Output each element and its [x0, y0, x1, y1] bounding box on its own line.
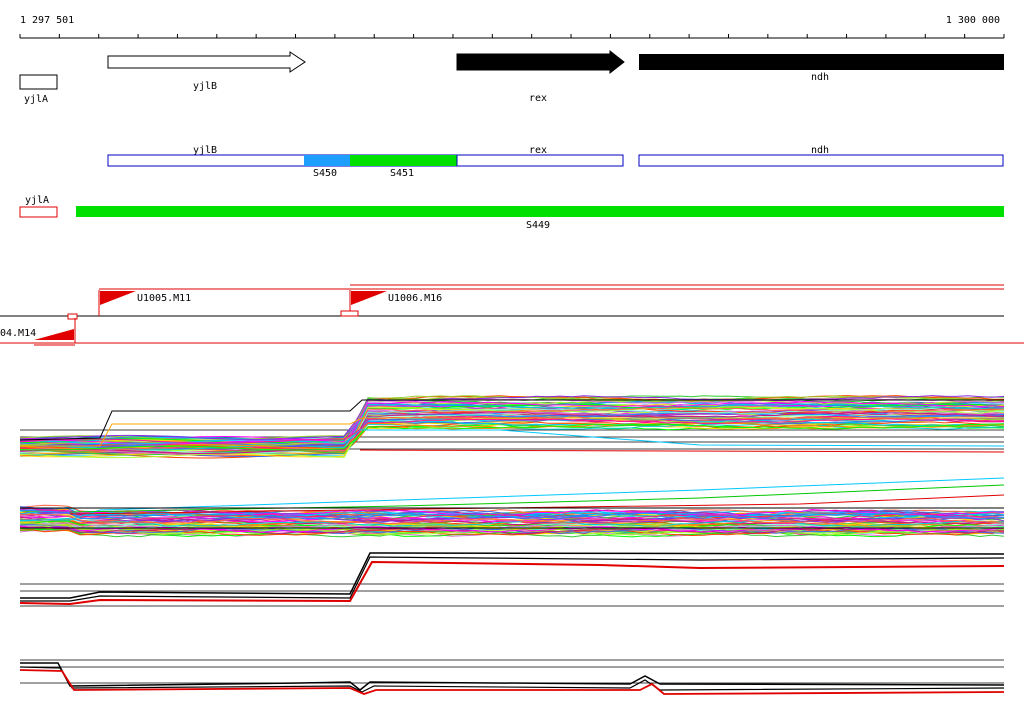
expression-series-line — [19, 407, 1005, 454]
expression-profile-track-2 — [19, 477, 1005, 538]
expression-series-line — [19, 422, 1005, 450]
promoter-m14-marker — [67, 313, 78, 320]
ruler-ticks — [19, 34, 1005, 38]
gene-yjlb-arrow[interactable] — [107, 51, 306, 73]
coordinate-ruler: 1 297 501 1 300 000 — [19, 15, 1005, 39]
gene-ndh-bar[interactable] — [639, 54, 1004, 70]
expression-series-line — [19, 529, 1005, 537]
gene-annotation-track: yjlA yjlB rex ndh — [19, 49, 1004, 105]
gene-rex-label: rex — [529, 93, 547, 104]
segment-box-yjlb-label: yjlB — [193, 145, 217, 156]
segment-box-rex-label: rex — [529, 145, 547, 156]
expression-series-line — [359, 449, 1005, 453]
ruler-start-label: 1 297 501 — [20, 15, 74, 26]
segment-box-ndh-label: ndh — [811, 145, 829, 156]
expression-series-line — [19, 403, 1005, 444]
segment-track: yjlB S450 S451 rex ndh — [107, 145, 1004, 179]
expression-series-line — [20, 417, 1004, 447]
expression-series-line — [19, 527, 1005, 538]
expression-series-line — [360, 429, 1005, 447]
expression-series-line — [19, 669, 1005, 695]
expression-series-line — [19, 509, 1005, 520]
expression-series-line — [19, 411, 1004, 455]
gene-yjla-box[interactable] — [19, 74, 58, 90]
expression-series-line — [19, 406, 1005, 452]
expression-series-line — [19, 417, 1005, 444]
segment-s451-highlight[interactable] — [350, 155, 457, 166]
promoter-u1006-label: U1006.M16 — [388, 293, 442, 304]
segment-box-rex[interactable] — [456, 154, 624, 167]
promoter-u1005-label: U1005.M11 — [137, 293, 191, 304]
expression-series-line — [20, 552, 1005, 599]
expression-series-line — [19, 526, 1004, 535]
expression-profile-track-1 — [19, 395, 1005, 459]
long-track-yjla-box[interactable] — [19, 206, 58, 218]
gene-yjla-label: yjlA — [24, 94, 48, 105]
segment-box-ndh[interactable] — [638, 154, 1004, 167]
expression-series-line — [20, 556, 1005, 602]
segment-s451-label: S451 — [390, 168, 414, 179]
expression-profile-track-3 — [19, 552, 1005, 607]
promoter-m14-flag[interactable] — [34, 329, 74, 340]
gene-yjlb-label: yjlB — [193, 81, 217, 92]
expression-series-line — [19, 513, 1005, 525]
expression-series-line — [19, 516, 1005, 526]
expression-series-line — [19, 395, 1005, 440]
expression-series-line — [20, 403, 1005, 451]
promoter-m14-label: 04.M14 — [0, 328, 36, 339]
promoter-u1005-flag[interactable] — [100, 291, 136, 305]
expression-series-line — [19, 411, 1005, 447]
promoter-track: U1005.M11 U1006.M16 04.M14 — [0, 284, 1024, 346]
expression-series-line — [19, 560, 1005, 606]
expression-series-line — [19, 517, 1005, 528]
expression-series-line — [19, 666, 1005, 693]
segment-s449-bar[interactable] — [76, 206, 1004, 217]
expression-series-line — [19, 406, 1005, 459]
long-track-yjla-label: yjlA — [25, 195, 49, 206]
gene-rex-arrow[interactable] — [456, 49, 625, 75]
promoter-u1006-marker — [340, 310, 359, 317]
expression-series-line — [19, 521, 1005, 530]
expression-series-line — [19, 423, 1005, 451]
segment-s450-label: S450 — [313, 168, 337, 179]
gene-ndh-label: ndh — [811, 72, 829, 83]
promoter-u1006-flag[interactable] — [351, 291, 387, 305]
expression-series-line — [69, 484, 1005, 513]
ruler-end-label: 1 300 000 — [946, 15, 1000, 26]
expression-series-line — [69, 494, 1005, 515]
long-segment-track: yjlA S449 — [19, 195, 1004, 231]
expression-series-line — [19, 399, 1004, 441]
expression-series-line — [19, 401, 1005, 445]
expression-profile-track-4 — [19, 659, 1005, 695]
expression-series-line — [19, 509, 1005, 520]
segment-s450-highlight[interactable] — [304, 155, 350, 166]
expression-series-line — [20, 477, 1005, 521]
segment-s449-label: S449 — [526, 220, 550, 231]
